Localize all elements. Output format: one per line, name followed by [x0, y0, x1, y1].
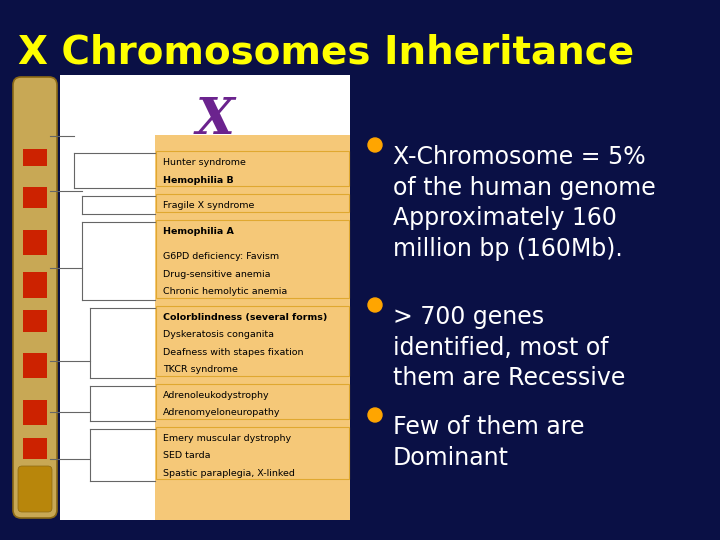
FancyBboxPatch shape	[156, 219, 349, 298]
FancyBboxPatch shape	[23, 272, 47, 298]
FancyBboxPatch shape	[23, 353, 47, 378]
FancyBboxPatch shape	[156, 383, 349, 418]
Text: TKCR syndrome: TKCR syndrome	[163, 365, 238, 374]
Text: Drug-sensitive anemia: Drug-sensitive anemia	[163, 270, 271, 279]
Text: Emery muscular dystrophy: Emery muscular dystrophy	[163, 434, 291, 443]
Circle shape	[368, 408, 382, 422]
Circle shape	[368, 138, 382, 152]
FancyBboxPatch shape	[23, 187, 47, 208]
FancyBboxPatch shape	[23, 148, 47, 166]
FancyBboxPatch shape	[23, 310, 47, 332]
Text: Hemophilia A: Hemophilia A	[163, 227, 234, 236]
Text: Adrenoleukodystrophy: Adrenoleukodystrophy	[163, 391, 269, 400]
FancyBboxPatch shape	[156, 306, 349, 375]
FancyBboxPatch shape	[23, 438, 47, 459]
FancyBboxPatch shape	[156, 151, 349, 186]
Text: G6PD deficiency: Favism: G6PD deficiency: Favism	[163, 252, 279, 261]
Text: Spastic paraplegia, X-linked: Spastic paraplegia, X-linked	[163, 469, 295, 478]
Text: Few of them are
Dominant: Few of them are Dominant	[393, 415, 585, 470]
Text: Hemophilia B: Hemophilia B	[163, 176, 233, 185]
FancyBboxPatch shape	[23, 400, 47, 425]
Text: Colorblindness (several forms): Colorblindness (several forms)	[163, 313, 328, 322]
Text: Hunter syndrome: Hunter syndrome	[163, 158, 246, 167]
FancyBboxPatch shape	[18, 466, 52, 512]
FancyBboxPatch shape	[156, 194, 349, 212]
FancyBboxPatch shape	[60, 75, 350, 520]
Text: Dyskeratosis conganita: Dyskeratosis conganita	[163, 330, 274, 339]
Text: X Chromosomes Inheritance: X Chromosomes Inheritance	[18, 33, 634, 71]
Text: SED tarda: SED tarda	[163, 451, 210, 460]
FancyBboxPatch shape	[13, 77, 57, 518]
FancyBboxPatch shape	[23, 230, 47, 255]
Text: X-Chromosome = 5%
of the human genome
Approximately 160
million bp (160Mb).: X-Chromosome = 5% of the human genome Ap…	[393, 145, 656, 261]
Text: X: X	[196, 96, 235, 145]
Text: Adrenomyeloneuropathy: Adrenomyeloneuropathy	[163, 408, 281, 417]
Text: Chronic hemolytic anemia: Chronic hemolytic anemia	[163, 287, 287, 296]
FancyBboxPatch shape	[155, 135, 350, 520]
Text: Deafness with stapes fixation: Deafness with stapes fixation	[163, 348, 304, 357]
FancyBboxPatch shape	[156, 427, 349, 479]
Text: Fragile X syndrome: Fragile X syndrome	[163, 201, 254, 210]
Circle shape	[368, 298, 382, 312]
FancyBboxPatch shape	[23, 480, 47, 506]
Text: > 700 genes
identified, most of
them are Recessive: > 700 genes identified, most of them are…	[393, 305, 626, 390]
